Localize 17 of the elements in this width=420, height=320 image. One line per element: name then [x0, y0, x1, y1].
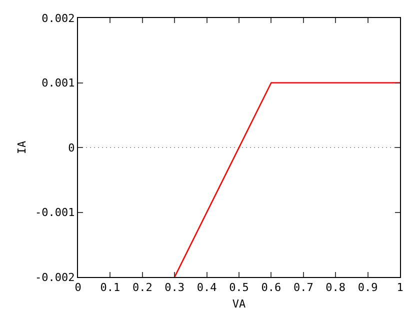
y-tick-label: -0.002 [35, 270, 75, 284]
y-tick-label: 0.002 [42, 12, 75, 25]
x-tick-label: 0.6 [261, 281, 282, 294]
y-tick-label: -0.001 [35, 206, 75, 220]
x-tick-label: 0.9 [358, 281, 378, 294]
x-axis-title: VA [232, 297, 246, 310]
y-tick-label: 0.001 [42, 76, 75, 90]
x-tick-label: 1 [396, 281, 404, 294]
x-tick-label: 0.7 [293, 281, 314, 294]
y-tick-label: 0 [68, 141, 75, 154]
x-tick-label: 0.3 [164, 281, 185, 294]
y-axis-title: IA [16, 140, 29, 154]
x-tick-label: 0.1 [100, 281, 120, 294]
x-tick-label: 0.5 [229, 281, 249, 294]
x-tick-label: 0.8 [326, 281, 346, 294]
x-tick-label: 0.2 [132, 281, 152, 294]
x-tick-label: 0.4 [196, 281, 218, 294]
